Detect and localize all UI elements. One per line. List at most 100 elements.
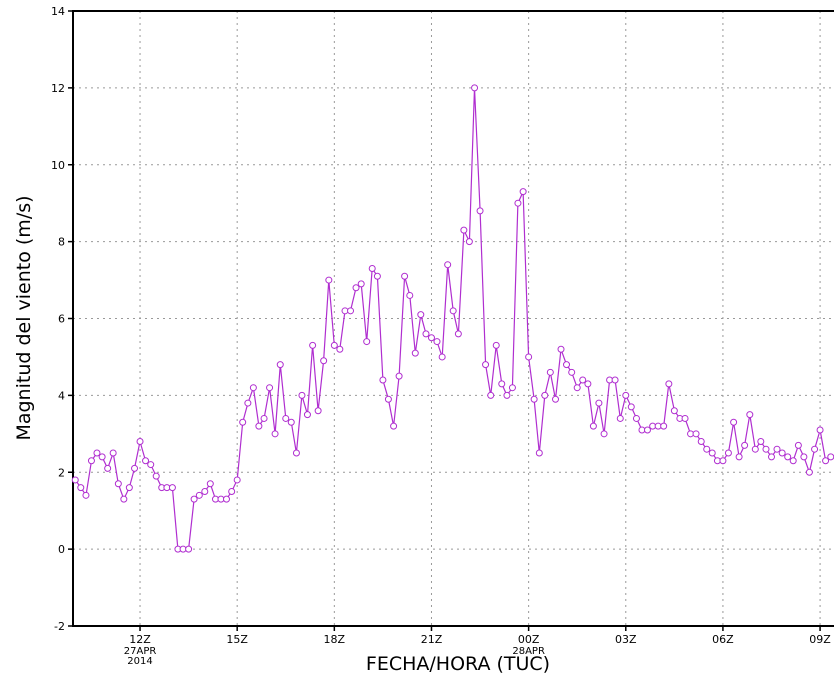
data-point <box>800 453 808 461</box>
x-tick-label: 15Z <box>226 633 248 646</box>
data-point <box>168 484 176 492</box>
data-point <box>746 411 754 419</box>
data-point <box>125 484 133 492</box>
data-point <box>530 395 538 403</box>
data-point <box>190 495 198 503</box>
data-point <box>379 376 387 384</box>
y-tick-label: 2 <box>58 466 65 479</box>
data-point <box>811 445 819 453</box>
data-point <box>228 487 236 495</box>
data-point <box>114 480 122 488</box>
data-point <box>514 199 522 207</box>
data-point <box>735 453 743 461</box>
data-point <box>411 349 419 357</box>
data-point <box>325 276 333 284</box>
data-point <box>82 491 90 499</box>
x-tick-label: 18Z <box>324 633 346 646</box>
data-point <box>233 476 241 484</box>
data-point <box>573 384 581 392</box>
data-point <box>384 395 392 403</box>
y-tick-label: 4 <box>58 389 65 402</box>
x-tick-label: 00Z <box>518 633 540 646</box>
data-point <box>77 484 85 492</box>
plot-frame <box>72 10 834 627</box>
data-point <box>508 384 516 392</box>
data-point <box>433 338 441 346</box>
data-point <box>563 361 571 369</box>
data-point <box>822 457 830 465</box>
data-point <box>373 272 381 280</box>
data-point <box>427 334 435 342</box>
data-point <box>632 414 640 422</box>
data-point <box>401 272 409 280</box>
data-point <box>438 353 446 361</box>
data-point <box>136 438 144 445</box>
data-point <box>557 345 565 353</box>
data-point <box>487 391 495 399</box>
data-point <box>298 391 306 399</box>
data-point <box>222 495 230 503</box>
data-point <box>352 284 360 292</box>
data-point <box>670 407 678 415</box>
data-point <box>314 407 322 415</box>
y-tick-label: -2 <box>54 620 65 633</box>
data-point <box>282 414 290 422</box>
date-label: 27APR <box>124 646 157 657</box>
data-point <box>805 468 813 476</box>
data-point <box>546 368 554 376</box>
data-point <box>471 84 479 92</box>
data-point <box>71 476 79 484</box>
y-tick-label: 14 <box>51 5 65 18</box>
data-point <box>703 445 711 453</box>
data-point <box>104 464 112 472</box>
data-point <box>287 418 295 426</box>
data-point <box>762 445 770 453</box>
y-tick-label: 10 <box>51 159 65 172</box>
x-tick-label: 21Z <box>421 633 443 646</box>
data-point <box>697 438 705 445</box>
y-tick-label: 6 <box>58 313 65 326</box>
data-point <box>492 341 500 349</box>
data-point <box>660 422 668 430</box>
data-point <box>816 426 824 434</box>
data-point <box>773 445 781 453</box>
data-point <box>627 403 635 411</box>
y-tick-label: 12 <box>51 82 65 95</box>
data-point <box>665 380 673 388</box>
data-point <box>292 449 300 457</box>
data-point <box>260 414 268 422</box>
data-point <box>185 545 193 553</box>
data-point <box>87 457 95 465</box>
data-point <box>309 341 317 349</box>
data-point <box>142 457 150 465</box>
data-point <box>449 307 457 315</box>
data-point <box>206 480 214 488</box>
data-point <box>692 430 700 438</box>
data-point <box>109 449 117 457</box>
data-point <box>244 399 252 407</box>
data-point <box>152 472 160 480</box>
data-point <box>730 418 738 426</box>
data-point <box>239 418 247 426</box>
data-point <box>724 449 732 457</box>
data-point <box>201 487 209 495</box>
x-tick-label: 06Z <box>712 633 734 646</box>
data-point <box>784 453 792 461</box>
data-point <box>357 280 365 288</box>
data-point <box>589 422 597 430</box>
data-point <box>347 307 355 315</box>
data-point <box>93 449 101 457</box>
data-point <box>681 414 689 422</box>
y-tick-label: 0 <box>58 543 65 556</box>
data-point <box>482 361 490 369</box>
data-point <box>303 411 311 419</box>
x-tick-label: 12Z <box>129 633 151 646</box>
data-point <box>320 357 328 365</box>
data-point <box>363 338 371 346</box>
data-point <box>584 380 592 388</box>
data-point <box>519 188 527 196</box>
x-tick-label: 03Z <box>615 633 637 646</box>
data-point <box>131 464 139 472</box>
data-point <box>552 395 560 403</box>
